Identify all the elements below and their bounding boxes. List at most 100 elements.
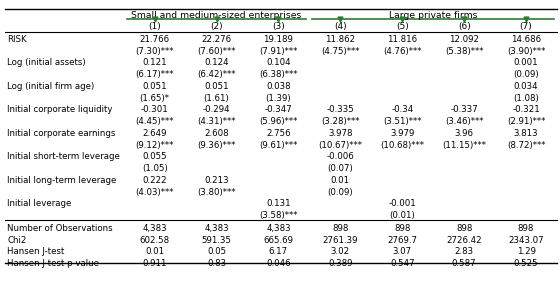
Text: Log (initial firm age): Log (initial firm age) — [7, 82, 94, 91]
Text: 0.038: 0.038 — [266, 82, 291, 91]
Text: 4,383: 4,383 — [204, 224, 229, 233]
Text: 4,383: 4,383 — [142, 224, 167, 233]
Text: 2.83: 2.83 — [455, 247, 474, 256]
Text: 0.525: 0.525 — [514, 259, 538, 268]
Text: 2343.07: 2343.07 — [508, 236, 544, 245]
Text: (3.90)***: (3.90)*** — [507, 47, 545, 56]
Text: (4): (4) — [334, 22, 347, 31]
Text: (2): (2) — [210, 22, 223, 31]
Text: -0.294: -0.294 — [203, 105, 230, 114]
Text: (3.51)***: (3.51)*** — [383, 117, 422, 126]
Text: (0.07): (0.07) — [328, 164, 353, 173]
Text: (8.72)***: (8.72)*** — [507, 141, 545, 150]
Text: 22.276: 22.276 — [202, 35, 232, 44]
Text: (1.61): (1.61) — [204, 94, 230, 103]
Text: Initial leverage: Initial leverage — [7, 199, 71, 208]
Text: 2.608: 2.608 — [204, 129, 229, 138]
Text: 2.649: 2.649 — [142, 129, 167, 138]
Text: Hansen J-test p value: Hansen J-test p value — [7, 259, 99, 268]
Text: 2.756: 2.756 — [266, 129, 291, 138]
Text: 6.17: 6.17 — [269, 247, 288, 256]
Text: (9.36)***: (9.36)*** — [197, 141, 236, 150]
Text: 3.978: 3.978 — [328, 129, 353, 138]
Text: 591.35: 591.35 — [202, 236, 231, 245]
Text: 12.092: 12.092 — [449, 35, 479, 44]
Text: -0.34: -0.34 — [391, 105, 413, 114]
Text: 0.034: 0.034 — [514, 82, 538, 91]
Text: 0.131: 0.131 — [266, 199, 291, 208]
Text: 14.686: 14.686 — [511, 35, 541, 44]
Text: -0.006: -0.006 — [326, 152, 354, 161]
Text: 0.222: 0.222 — [142, 176, 167, 185]
Text: (6.17)***: (6.17)*** — [136, 70, 174, 79]
Text: Large private firms: Large private firms — [389, 11, 478, 20]
Text: Initial corporate earnings: Initial corporate earnings — [7, 129, 115, 138]
Text: 2761.39: 2761.39 — [323, 236, 358, 245]
Text: (10.67)***: (10.67)*** — [318, 141, 362, 150]
Text: 0.051: 0.051 — [204, 82, 229, 91]
Text: (6): (6) — [458, 22, 470, 31]
Text: 0.911: 0.911 — [142, 259, 167, 268]
Text: 21.766: 21.766 — [139, 35, 170, 44]
Text: 19.189: 19.189 — [264, 35, 293, 44]
Text: 0.547: 0.547 — [390, 259, 414, 268]
Text: (3): (3) — [272, 22, 285, 31]
Text: (2.91)***: (2.91)*** — [507, 117, 545, 126]
Text: (6.42)***: (6.42)*** — [197, 70, 236, 79]
Text: (9.12)***: (9.12)*** — [136, 141, 174, 150]
Text: -0.001: -0.001 — [389, 199, 416, 208]
Text: 0.83: 0.83 — [207, 259, 226, 268]
Text: Initial corporate liquidity: Initial corporate liquidity — [7, 105, 113, 114]
Text: 3.02: 3.02 — [331, 247, 350, 256]
Text: 0.01: 0.01 — [145, 247, 164, 256]
Text: Initial short-term leverage: Initial short-term leverage — [7, 152, 120, 161]
Text: 0.055: 0.055 — [142, 152, 167, 161]
Text: (4.75)***: (4.75)*** — [321, 47, 360, 56]
Text: 665.69: 665.69 — [263, 236, 293, 245]
Text: 2769.7: 2769.7 — [388, 236, 417, 245]
Text: RISK: RISK — [7, 35, 27, 44]
Text: 1.29: 1.29 — [516, 247, 535, 256]
Text: 0.001: 0.001 — [514, 58, 538, 68]
Text: 2726.42: 2726.42 — [446, 236, 482, 245]
Text: Small and medium-sized enterprises: Small and medium-sized enterprises — [132, 11, 302, 20]
Text: 0.05: 0.05 — [207, 247, 226, 256]
Text: 602.58: 602.58 — [139, 236, 170, 245]
Text: (7.30)***: (7.30)*** — [136, 47, 174, 56]
Text: (1.65)*: (1.65)* — [139, 94, 170, 103]
Text: 3.96: 3.96 — [455, 129, 474, 138]
Text: 898: 898 — [394, 224, 410, 233]
Text: (11.15)***: (11.15)*** — [442, 141, 486, 150]
Text: 11.862: 11.862 — [325, 35, 356, 44]
Text: 0.121: 0.121 — [142, 58, 167, 68]
Text: (7.91)***: (7.91)*** — [259, 47, 297, 56]
Text: -0.337: -0.337 — [450, 105, 478, 114]
Text: (10.68)***: (10.68)*** — [380, 141, 424, 150]
Text: 0.124: 0.124 — [204, 58, 229, 68]
Text: 0.104: 0.104 — [266, 58, 291, 68]
Text: (4.03)***: (4.03)*** — [136, 188, 174, 197]
Text: 0.046: 0.046 — [266, 259, 291, 268]
Text: (5.38)***: (5.38)*** — [445, 47, 483, 56]
Text: (3.80)***: (3.80)*** — [197, 188, 236, 197]
Text: 11.816: 11.816 — [387, 35, 417, 44]
Text: (4.31)***: (4.31)*** — [197, 117, 236, 126]
Text: 4,383: 4,383 — [266, 224, 291, 233]
Text: 0.051: 0.051 — [142, 82, 167, 91]
Text: -0.301: -0.301 — [141, 105, 169, 114]
Text: Number of Observations: Number of Observations — [7, 224, 113, 233]
Text: (3.28)***: (3.28)*** — [321, 117, 360, 126]
Text: -0.321: -0.321 — [512, 105, 540, 114]
Text: -0.335: -0.335 — [326, 105, 354, 114]
Text: (6.38)***: (6.38)*** — [259, 70, 298, 79]
Text: 898: 898 — [456, 224, 472, 233]
Text: -0.347: -0.347 — [264, 105, 292, 114]
Text: 898: 898 — [518, 224, 534, 233]
Text: 898: 898 — [332, 224, 348, 233]
Text: (0.01): (0.01) — [389, 211, 415, 220]
Text: (4.76)***: (4.76)*** — [383, 47, 422, 56]
Text: 0.389: 0.389 — [328, 259, 353, 268]
Text: 3.813: 3.813 — [514, 129, 538, 138]
Text: (9.61)***: (9.61)*** — [259, 141, 297, 150]
Text: 0.587: 0.587 — [452, 259, 477, 268]
